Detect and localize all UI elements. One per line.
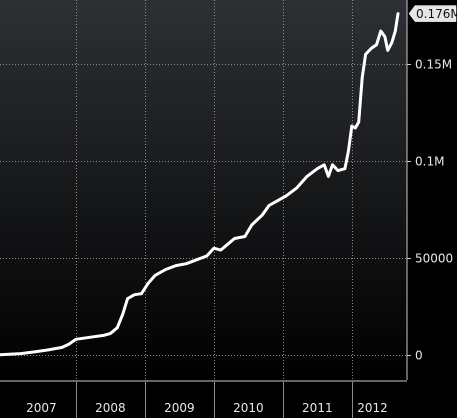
y-tick-label: 0.1M <box>415 155 444 169</box>
x-tick-label: 2007 <box>26 401 57 415</box>
x-axis-panel <box>0 381 457 418</box>
y-tick-label: 0 <box>415 349 423 363</box>
x-tick-label: 2012 <box>357 401 388 415</box>
x-tick-label: 2010 <box>233 401 264 415</box>
y-axis-ticks: 0 50000 0.1M 0.15M <box>407 58 453 363</box>
right-axis-panel <box>407 0 457 380</box>
y-tick-label: 50000 <box>415 252 453 266</box>
series-line <box>0 12 400 357</box>
last-value-box <box>408 5 457 22</box>
last-value-marker: 0.176M <box>408 5 457 22</box>
x-tick-label: 2008 <box>95 401 126 415</box>
x-tick-label: 2009 <box>164 401 195 415</box>
x-axis-ticks: 2007 2008 2009 2010 2011 2012 <box>26 381 388 418</box>
plot-background <box>0 0 407 380</box>
y-tick-label: 0.15M <box>415 58 452 72</box>
last-value-label: 0.176M <box>416 7 457 21</box>
series-layer <box>0 12 400 357</box>
grid-lines <box>0 0 407 380</box>
x-tick-label: 2011 <box>302 401 333 415</box>
